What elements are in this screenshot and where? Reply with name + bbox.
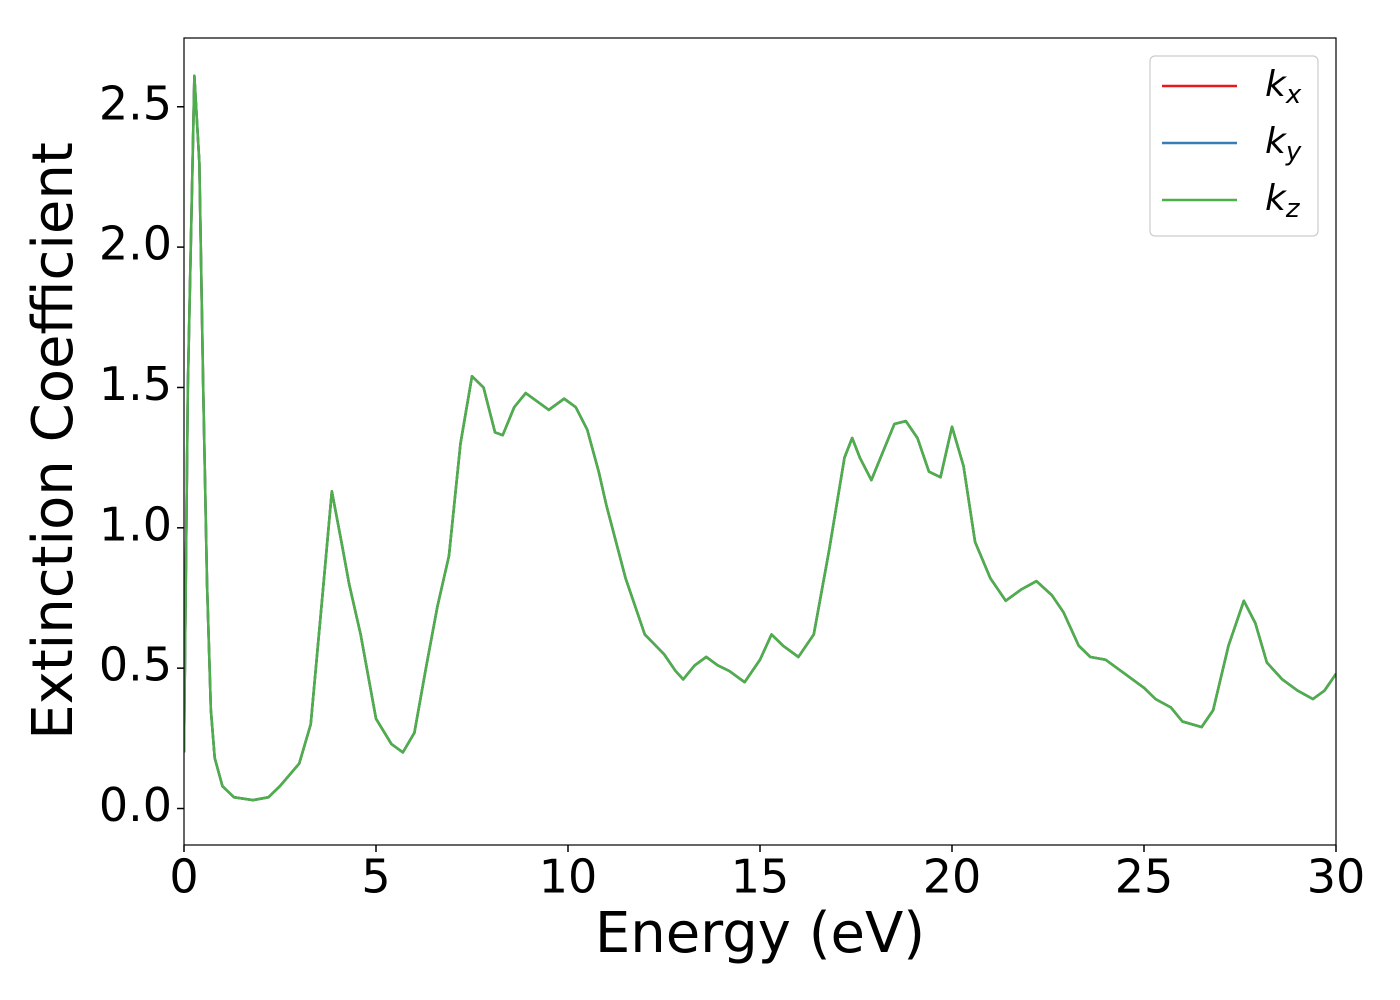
y-tick-label: 1.0 xyxy=(99,497,172,551)
legend-frame xyxy=(1149,55,1319,237)
series-line xyxy=(184,74,1336,802)
x-tick-label: 15 xyxy=(731,850,790,904)
x-tick-label: 0 xyxy=(169,850,198,904)
legend-label: kx xyxy=(1265,64,1302,110)
x-tick-label: 25 xyxy=(1115,850,1174,904)
y-tick-label: 0.5 xyxy=(99,638,172,692)
x-tick-label: 30 xyxy=(1307,850,1366,904)
legend-label: kz xyxy=(1265,178,1301,224)
y-tick-label: 2.0 xyxy=(99,217,172,271)
y-tick-label: 2.5 xyxy=(99,76,172,130)
x-axis-label: Energy (eV) xyxy=(595,901,925,966)
x-tick-label: 20 xyxy=(923,850,982,904)
y-tick-label: 0.0 xyxy=(99,778,172,832)
y-axis-label: Extinction Coefficient xyxy=(21,142,86,740)
x-tick-label: 5 xyxy=(361,850,390,904)
x-tick-label: 10 xyxy=(539,850,598,904)
legend-label: ky xyxy=(1265,121,1302,167)
plot-frame xyxy=(183,37,1337,846)
y-tick-label: 1.5 xyxy=(99,357,172,411)
